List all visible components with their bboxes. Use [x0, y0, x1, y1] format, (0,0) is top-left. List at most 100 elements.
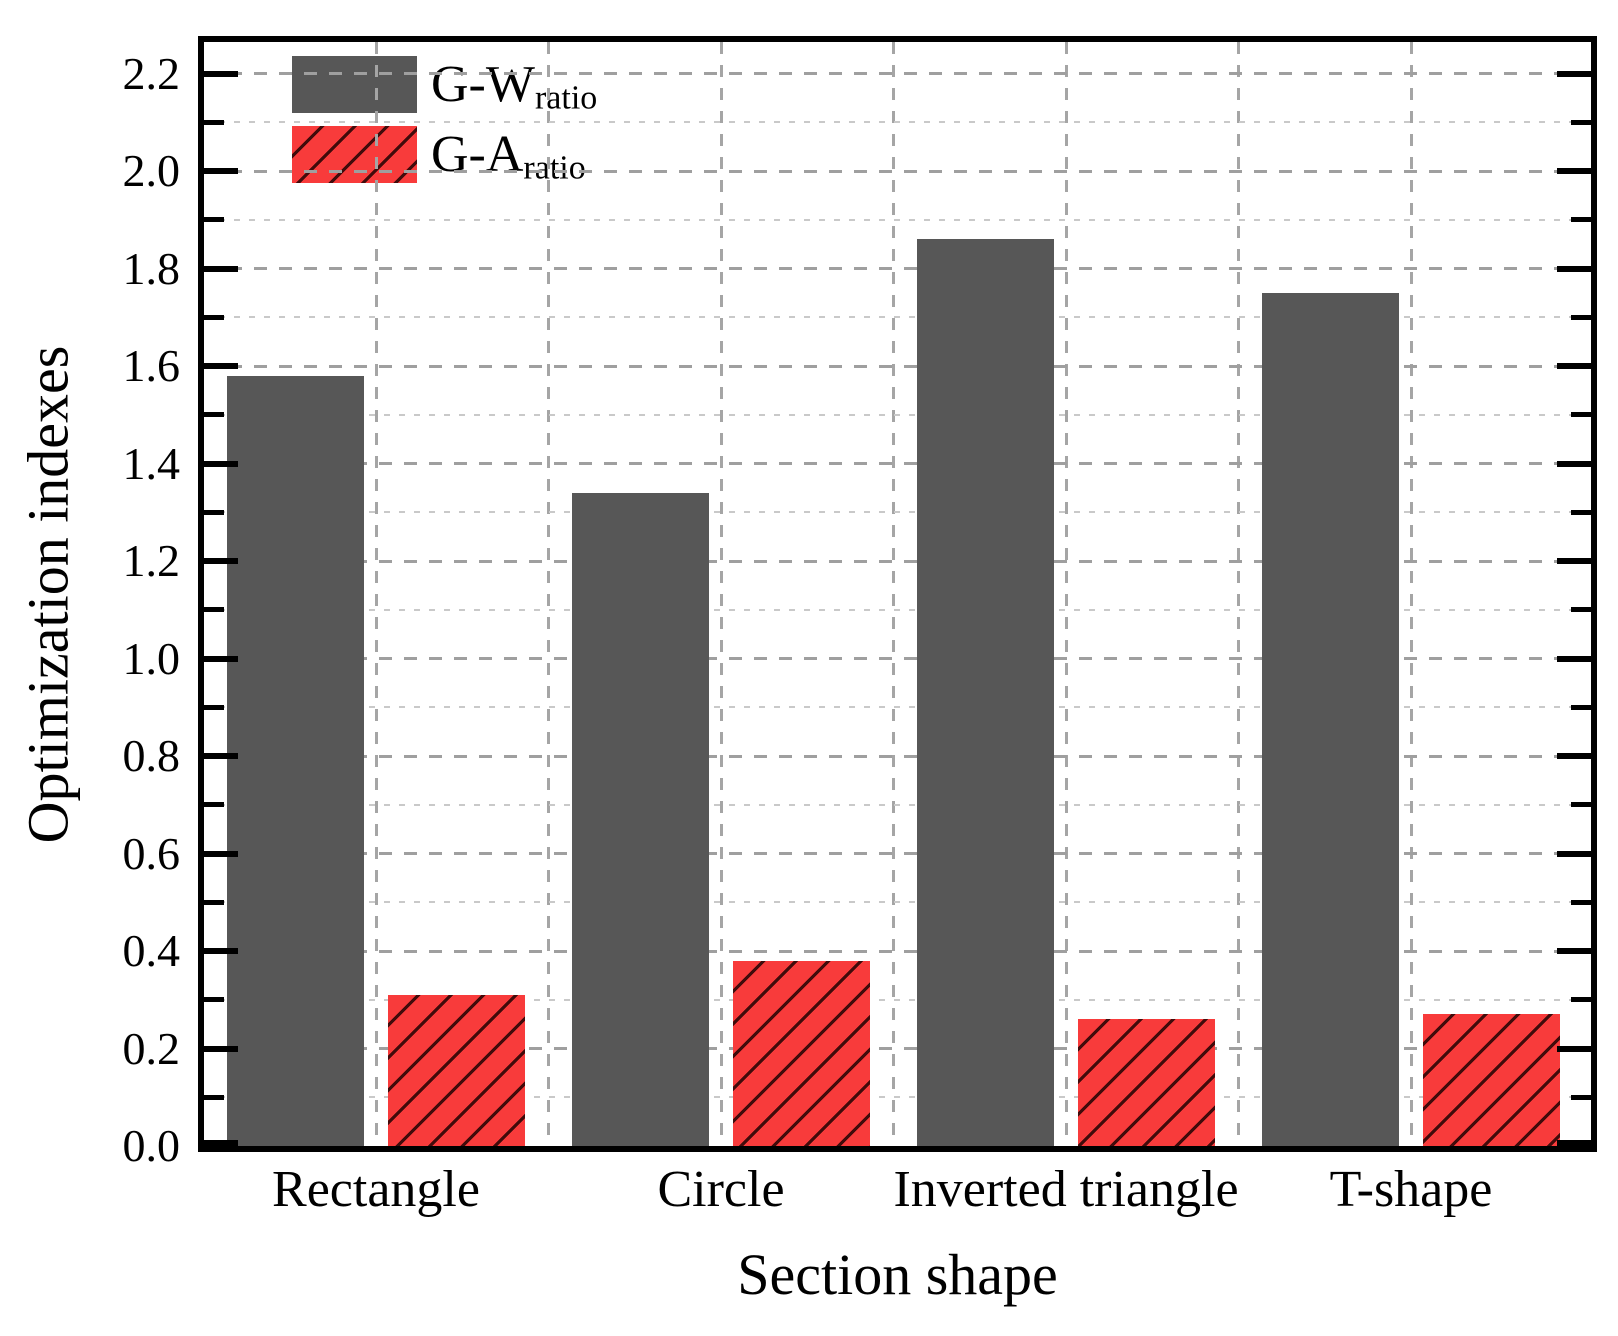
y-minor-tick-left [204, 119, 224, 125]
y-minor-tick-left [204, 704, 224, 710]
y-major-tick-left [204, 1140, 238, 1146]
y-minor-tick-left [204, 412, 224, 418]
y-major-tick-left [204, 1045, 238, 1052]
gridline-horizontal-major [204, 852, 1591, 855]
bar-ga-rectangle [388, 994, 525, 1146]
y-tick-label: 0.4 [122, 925, 181, 976]
y-minor-tick-left [204, 802, 224, 808]
y-major-tick-left [204, 558, 238, 564]
bar-ga-circle [733, 960, 870, 1146]
y-minor-tick-left [204, 509, 224, 515]
y-major-tick-right [1557, 70, 1591, 77]
y-major-tick-left [204, 948, 238, 954]
bar-ga-t-shape [1423, 1014, 1560, 1146]
y-major-tick-left [204, 460, 238, 467]
gridline-horizontal-major [204, 949, 1591, 953]
y-minor-tick-right [1571, 802, 1591, 808]
y-major-tick-right [1557, 655, 1591, 662]
y-major-tick-right [1557, 948, 1591, 954]
gridline-horizontal-minor [204, 218, 1591, 221]
legend-item-gw: G-Wratio [292, 56, 598, 117]
y-minor-tick-right [1571, 217, 1591, 223]
gridline-horizontal-minor [204, 511, 1591, 514]
y-major-tick-right [1557, 1140, 1591, 1146]
gridline-horizontal-major [204, 267, 1591, 270]
y-minor-tick-left [204, 1094, 224, 1100]
legend-swatch-ga [292, 126, 417, 183]
legend-label-ga: G-Aratio [431, 126, 586, 187]
legend-label-ga-main: G-A [431, 126, 524, 183]
gridline-horizontal-major [204, 1047, 1591, 1050]
y-axis-title: Optimization indexes [8, 42, 88, 1146]
gridline-horizontal-major [204, 72, 1591, 75]
legend-label-gw-sub: ratio [534, 79, 598, 117]
y-major-tick-left [204, 168, 238, 174]
y-minor-tick-left [204, 607, 224, 613]
x-category-label: Inverted triangle [893, 1161, 1239, 1218]
gridline-vertical [719, 42, 723, 1146]
legend-swatch-gw [292, 56, 417, 113]
gridline-horizontal-minor [204, 121, 1591, 124]
y-major-tick-right [1557, 1045, 1591, 1052]
plot-area: G-Wratio G-Aratio [198, 36, 1597, 1152]
x-category-label: T-shape [1329, 1161, 1493, 1218]
y-major-tick-left [204, 655, 238, 662]
y-tick-label: 0.8 [122, 730, 181, 781]
y-major-tick-left [204, 753, 238, 759]
gridline-horizontal-minor [204, 316, 1591, 319]
gridline-horizontal-major [204, 462, 1591, 465]
bar-gw-t-shape [1262, 292, 1399, 1146]
legend: G-Wratio G-Aratio [292, 56, 597, 196]
bar-gw-rectangle [227, 375, 364, 1146]
x-axis-title: Section shape [737, 1242, 1058, 1307]
y-minor-tick-right [1571, 314, 1591, 320]
bar-ga-inverted-triangle [1078, 1019, 1215, 1146]
legend-label-gw: G-Wratio [431, 56, 598, 117]
gridline-horizontal-major [204, 754, 1591, 758]
y-tick-label: 1.6 [122, 340, 181, 391]
legend-item-ga: G-Aratio [292, 126, 597, 187]
y-minor-tick-left [204, 217, 224, 223]
y-major-tick-right [1557, 753, 1591, 759]
y-minor-tick-right [1571, 412, 1591, 418]
y-major-tick-right [1557, 168, 1591, 174]
gridline-horizontal-minor [204, 998, 1591, 1001]
y-minor-tick-right [1571, 119, 1591, 125]
legend-label-ga-sub: ratio [523, 149, 586, 187]
y-minor-tick-left [204, 997, 224, 1003]
legend-label-gw-main: G-W [431, 56, 535, 113]
bar-gw-inverted-triangle [917, 239, 1054, 1146]
gridline-vertical [1237, 42, 1240, 1146]
gridline-horizontal-major [204, 657, 1591, 660]
gridline-horizontal-major [204, 169, 1591, 173]
y-minor-tick-right [1571, 509, 1591, 515]
gridline-horizontal-minor [204, 901, 1591, 904]
gridline-horizontal-minor [204, 706, 1591, 709]
gridline-vertical [1064, 42, 1068, 1146]
y-tick-label: 2.0 [122, 145, 181, 196]
y-major-tick-left [204, 363, 238, 369]
y-major-tick-right [1557, 460, 1591, 467]
gridline-horizontal-minor [204, 608, 1591, 611]
gridline-horizontal-minor [204, 1096, 1591, 1099]
y-major-tick-left [204, 70, 238, 77]
y-tick-label: 2.2 [122, 47, 181, 99]
gridline-horizontal-major [204, 364, 1591, 368]
y-minor-tick-right [1571, 997, 1591, 1003]
y-minor-tick-right [1571, 704, 1591, 710]
y-major-tick-right [1557, 265, 1591, 272]
y-minor-tick-left [204, 899, 224, 905]
y-major-tick-left [204, 850, 238, 857]
y-tick-label: 1.4 [122, 437, 181, 489]
y-minor-tick-right [1571, 899, 1591, 905]
y-tick-label: 1.8 [122, 242, 181, 294]
y-minor-tick-right [1571, 607, 1591, 613]
y-tick-label: 0.6 [122, 827, 181, 879]
gridline-vertical [1409, 42, 1413, 1146]
y-minor-tick-left [204, 314, 224, 320]
y-major-tick-right [1557, 558, 1591, 564]
x-category-label: Rectangle [272, 1161, 480, 1218]
gridline-vertical [892, 42, 895, 1146]
gridline-vertical [547, 42, 550, 1146]
